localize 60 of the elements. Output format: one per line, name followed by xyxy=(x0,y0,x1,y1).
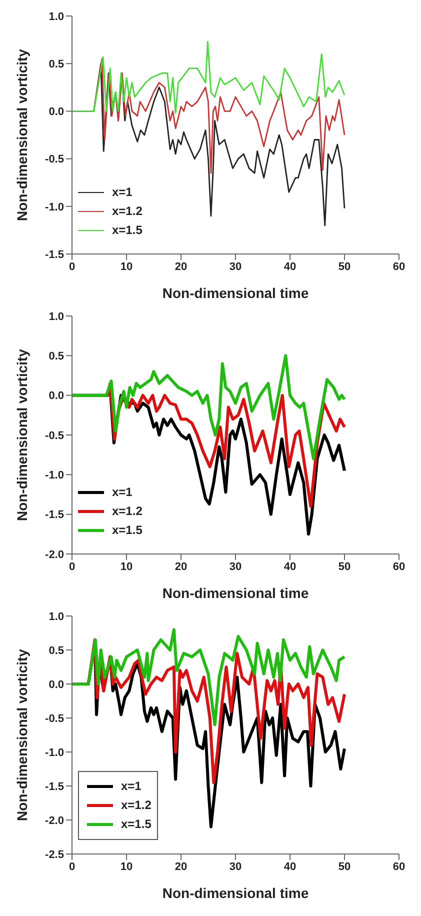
legend-label: x=1 xyxy=(112,184,132,201)
y-tick-label: 0.5 xyxy=(48,58,64,71)
legend-label: x=1.2 xyxy=(121,797,152,814)
x-tick-label: 60 xyxy=(392,860,406,873)
x-tick-label: 30 xyxy=(229,560,242,573)
x-tick-label: 10 xyxy=(120,260,133,273)
legend-label: x=1 xyxy=(121,778,142,795)
y-tick-label: -2.0 xyxy=(45,548,64,561)
x-tick-label: 40 xyxy=(284,860,296,873)
y-tick-label: -2.5 xyxy=(45,848,64,861)
x-tick-label: 60 xyxy=(392,560,406,573)
y-axis-title: Non-dimensional vorticity xyxy=(14,348,30,521)
x-tick-label: 20 xyxy=(174,260,188,273)
x-tick-label: 40 xyxy=(284,560,296,573)
y-tick-label: 0.0 xyxy=(48,678,64,691)
y-tick-label: 1.0 xyxy=(48,610,64,623)
y-tick-label: 1.0 xyxy=(48,10,64,23)
x-tick-label: 40 xyxy=(284,260,296,273)
x-tick-label: 0 xyxy=(68,560,76,573)
y-tick-label: 0.5 xyxy=(48,350,64,363)
legend-label: x=1.5 xyxy=(112,522,142,539)
legend-label: x=1.2 xyxy=(112,203,142,220)
y-tick-label: -0.5 xyxy=(45,154,64,166)
y-tick-label: 0.0 xyxy=(48,390,64,402)
x-tick-label: 30 xyxy=(229,860,242,873)
x-tick-label: 30 xyxy=(229,260,242,273)
y-tick-label: 0.5 xyxy=(48,644,64,657)
y-tick-label: -2.0 xyxy=(45,814,64,827)
y-tick-label: -1.5 xyxy=(45,248,64,261)
x-axis-title: Non-dimensional time xyxy=(162,285,309,301)
y-axis-title: Non-dimensional vorticity xyxy=(14,48,30,221)
y-tick-label: -0.5 xyxy=(45,430,64,442)
line-series xyxy=(72,41,346,114)
x-tick-label: 60 xyxy=(392,260,406,273)
y-tick-label: 1.0 xyxy=(48,310,64,323)
x-tick-label: 20 xyxy=(174,560,188,573)
legend-label: x=1.2 xyxy=(112,503,142,520)
y-tick-label: -1.0 xyxy=(45,470,64,482)
y-tick-label: -1.5 xyxy=(45,780,64,793)
x-tick-label: 10 xyxy=(120,560,133,573)
x-tick-label: 50 xyxy=(338,260,351,273)
x-tick-label: 50 xyxy=(338,860,351,873)
x-axis-title: Non-dimensional time xyxy=(162,585,309,601)
y-tick-label: -1.0 xyxy=(45,201,64,214)
x-tick-label: 0 xyxy=(68,260,76,273)
y-tick-label: -1.0 xyxy=(45,746,64,759)
x-tick-label: 20 xyxy=(174,860,188,873)
line-series xyxy=(72,628,346,726)
x-tick-label: 50 xyxy=(338,560,351,573)
x-tick-label: 0 xyxy=(68,860,76,873)
y-tick-label: -0.5 xyxy=(45,712,64,725)
x-tick-label: 10 xyxy=(120,860,133,873)
legend-label: x=1.5 xyxy=(112,222,142,239)
legend-label: x=1 xyxy=(112,484,132,501)
y-tick-label: -1.5 xyxy=(45,509,64,522)
legend-label: x=1.5 xyxy=(121,816,152,833)
line-series xyxy=(72,354,346,460)
x-axis-title: Non-dimensional time xyxy=(162,885,309,901)
y-axis-title: Non-dimensional vorticity xyxy=(14,648,30,821)
y-tick-label: 0.0 xyxy=(48,106,64,118)
